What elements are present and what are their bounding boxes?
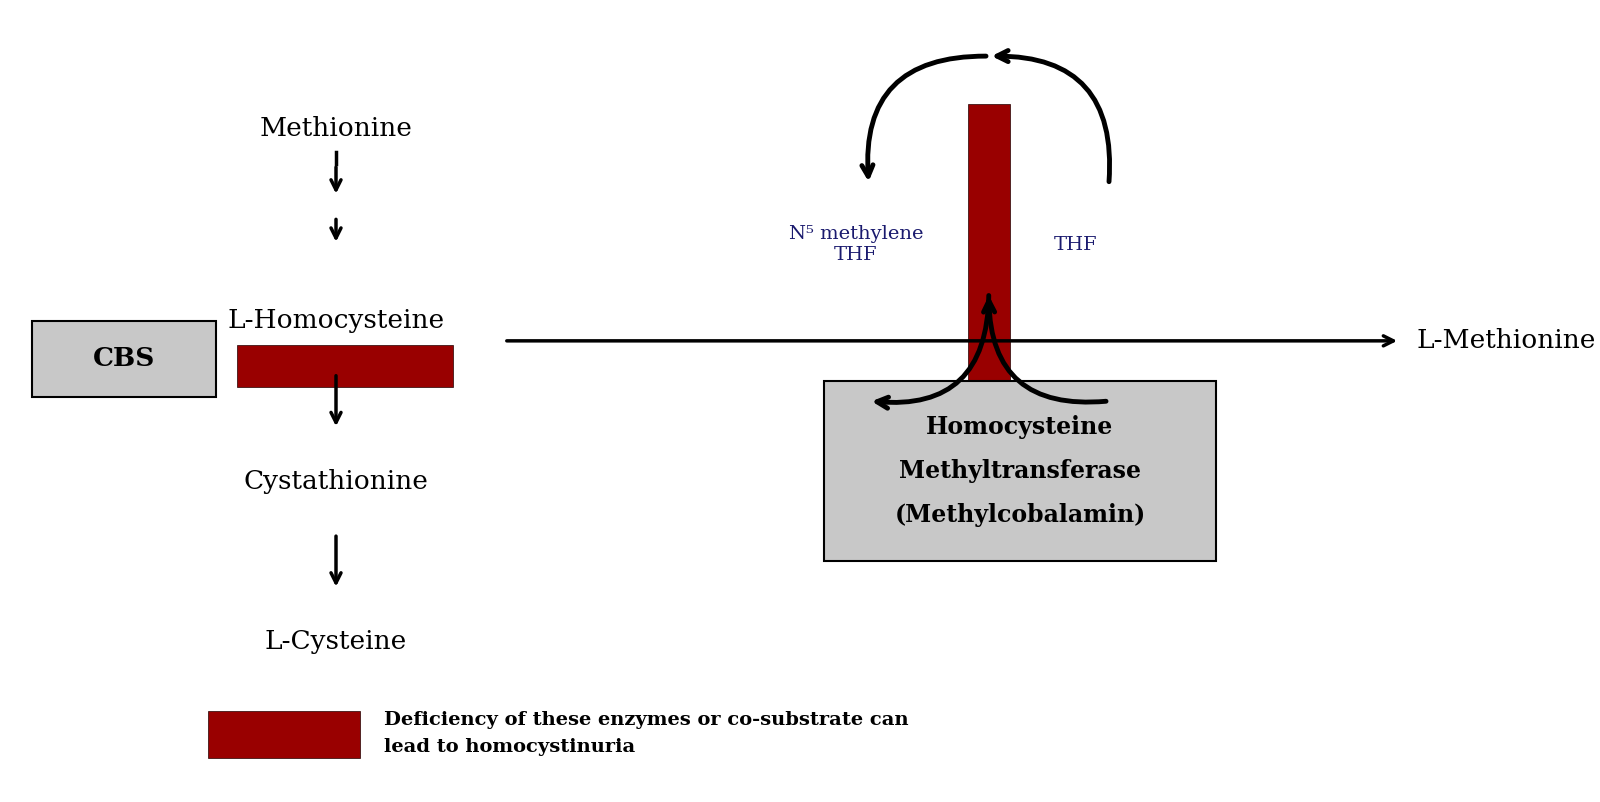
- Bar: [968, 104, 1010, 537]
- FancyBboxPatch shape: [32, 321, 216, 397]
- Text: Homocysteine: Homocysteine: [926, 415, 1114, 439]
- Text: Methionine: Methionine: [259, 115, 413, 141]
- Text: N⁵ methylene
THF: N⁵ methylene THF: [789, 225, 923, 264]
- Bar: [208, 711, 360, 758]
- Text: Cystathionine: Cystathionine: [243, 468, 429, 494]
- Text: Deficiency of these enzymes or co-substrate can: Deficiency of these enzymes or co-substr…: [384, 711, 909, 729]
- FancyBboxPatch shape: [824, 381, 1216, 561]
- Text: CBS: CBS: [93, 346, 155, 371]
- Text: THF: THF: [1053, 236, 1098, 253]
- Text: L-Homocysteine: L-Homocysteine: [227, 308, 445, 334]
- Text: lead to homocystinuria: lead to homocystinuria: [384, 738, 635, 755]
- Bar: [237, 345, 453, 387]
- Text: Methyltransferase: Methyltransferase: [899, 460, 1141, 483]
- Text: L-Methionine: L-Methionine: [1416, 328, 1595, 354]
- Text: (Methylcobalamin): (Methylcobalamin): [894, 504, 1146, 527]
- Text: L-Cysteine: L-Cysteine: [266, 629, 406, 654]
